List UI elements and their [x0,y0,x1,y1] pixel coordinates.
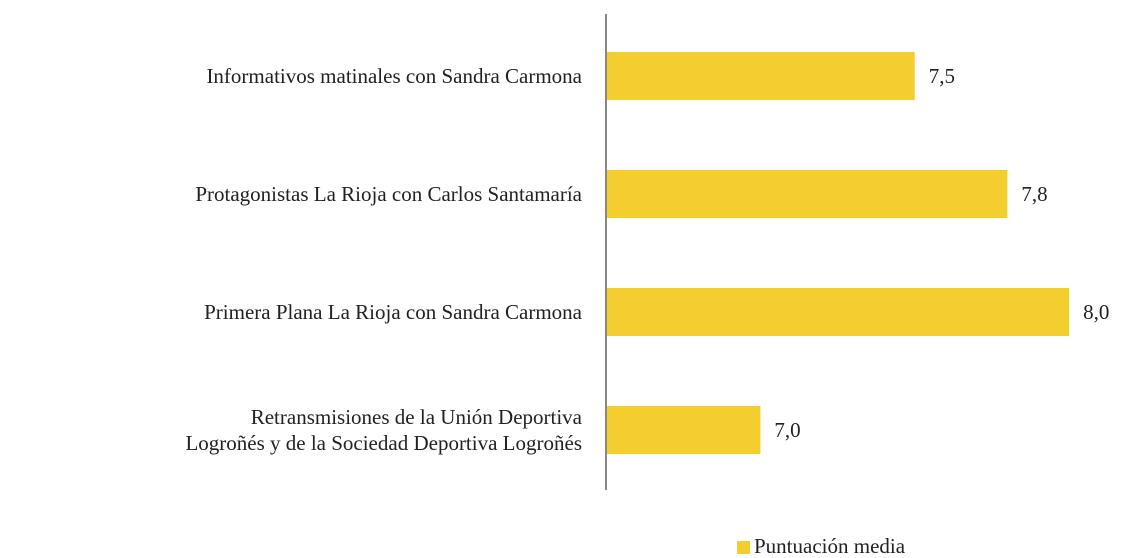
category-label: Protagonistas La Rioja con Carlos Santam… [195,182,582,206]
value-label: 7,5 [929,64,955,88]
bar [606,288,1070,336]
bar [606,170,1008,218]
value-label: 7,0 [774,418,800,442]
value-label: 7,8 [1021,182,1047,206]
value-label: 8,0 [1083,300,1109,324]
category-label: Informativos matinales con Sandra Carmon… [206,64,582,88]
category-label: Retransmisiones de la Unión Deportiva Log… [185,405,582,455]
bar [606,406,761,454]
bar [606,52,915,100]
legend-swatch [737,541,750,554]
category-label: Primera Plana La Rioja con Sandra Carmon… [204,300,583,324]
legend-label: Puntuación media [754,534,906,558]
